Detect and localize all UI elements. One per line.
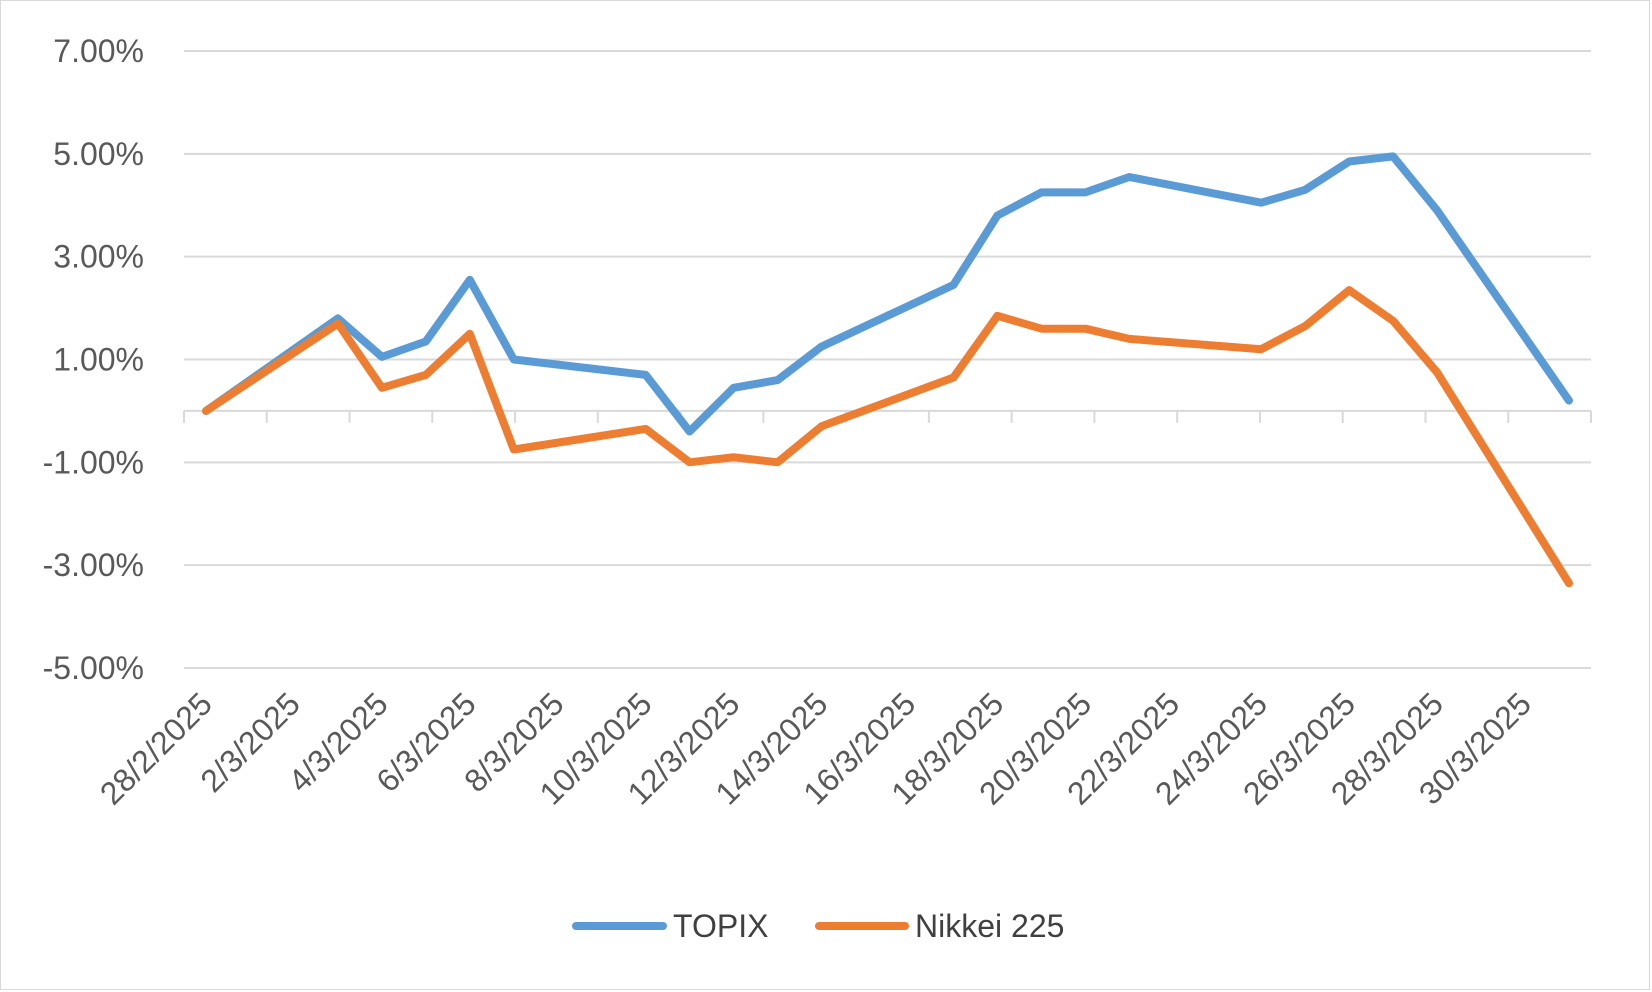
- legend: TOPIX Nikkei 225: [572, 908, 1064, 944]
- y-tick-label: -5.00%: [43, 650, 144, 686]
- y-tick-label: 7.00%: [53, 33, 144, 69]
- legend-label-nikkei-225: Nikkei 225: [915, 908, 1064, 944]
- y-tick-label: 1.00%: [53, 342, 144, 378]
- y-tick-label: 3.00%: [53, 239, 144, 275]
- x-tick-label: 28/2/2025: [93, 685, 219, 811]
- y-tick-label: -3.00%: [43, 547, 144, 583]
- series-line-nikkei-225: [202, 286, 1573, 588]
- series-lines: [202, 152, 1573, 588]
- gridlines: [184, 50, 1591, 669]
- legend-label-topix: TOPIX: [673, 908, 768, 944]
- series-line-topix: [202, 152, 1573, 436]
- x-axis: [183, 409, 1592, 423]
- y-axis-tick-labels: 7.00% 5.00% 3.00% 1.00% -1.00% -3.00% -5.00%: [43, 33, 144, 686]
- y-tick-label: -1.00%: [43, 444, 144, 480]
- x-axis-tick-labels: 28/2/20252/3/20254/3/20256/3/20258/3/202…: [93, 685, 1538, 811]
- y-tick-label: 5.00%: [53, 136, 144, 172]
